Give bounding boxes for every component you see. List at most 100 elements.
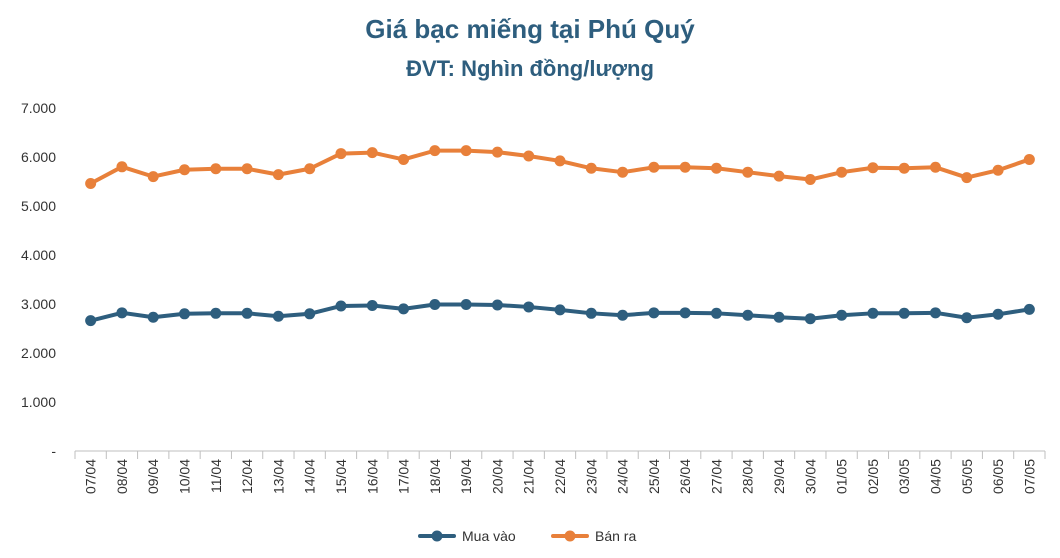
data-point (867, 162, 879, 174)
data-point (147, 311, 159, 323)
data-point (491, 146, 503, 158)
data-point (836, 166, 848, 178)
data-point (929, 307, 941, 319)
data-point (116, 161, 128, 173)
data-point (491, 299, 503, 311)
y-tick-label: - (51, 443, 56, 459)
data-point (116, 307, 128, 319)
data-point (617, 166, 629, 178)
x-tick-label: 29/04 (771, 459, 787, 494)
x-tick-label: 06/05 (990, 459, 1006, 494)
data-point (272, 310, 284, 322)
data-point (710, 307, 722, 319)
x-tick-label: 23/04 (583, 459, 599, 494)
data-point (836, 309, 848, 321)
x-tick-label: 01/05 (834, 459, 850, 494)
x-tick-label: 07/04 (83, 459, 99, 494)
x-tick-label: 12/04 (239, 459, 255, 494)
data-point (742, 309, 754, 321)
x-tick-label: 17/04 (396, 459, 412, 494)
legend: Mua vào Bán ra (418, 528, 636, 544)
x-tick-label: 10/04 (177, 459, 193, 494)
x-tick-label: 27/04 (708, 459, 724, 494)
x-tick-label: 22/04 (552, 459, 568, 494)
series-group (85, 145, 1035, 327)
data-point (1023, 303, 1035, 315)
data-point (304, 308, 316, 320)
legend-marker-0 (431, 530, 443, 542)
data-point (210, 163, 222, 175)
data-point (179, 164, 191, 176)
x-tick-label: 18/04 (427, 459, 443, 494)
axes: - 1.000 2.000 3.000 4.000 5.000 6.000 7.000 07/0… (21, 100, 1046, 494)
data-point (585, 162, 597, 174)
data-point (804, 313, 816, 325)
data-point (272, 169, 284, 181)
x-tick-label: 30/04 (802, 459, 818, 494)
data-point (898, 162, 910, 174)
data-point (523, 150, 535, 162)
x-tick-label: 16/04 (364, 459, 380, 494)
data-point (147, 171, 159, 183)
x-tick-label: 05/05 (959, 459, 975, 494)
data-point (710, 162, 722, 174)
data-point (335, 300, 347, 312)
x-tick-label: 02/05 (865, 459, 881, 494)
x-tick-label: 11/04 (208, 459, 224, 493)
data-point (679, 307, 691, 319)
x-tick-label: 14/04 (302, 459, 318, 494)
data-point (241, 163, 253, 175)
x-tick-label: 03/05 (896, 459, 912, 494)
data-point (961, 172, 973, 184)
data-point (585, 307, 597, 319)
data-point (554, 155, 566, 167)
x-tick-label: 15/04 (333, 459, 349, 494)
legend-label-1: Bán ra (595, 528, 636, 544)
data-point (179, 308, 191, 320)
data-point (898, 307, 910, 319)
y-tick-label: 5.000 (21, 198, 56, 214)
data-point (523, 301, 535, 313)
y-tick-label: 4.000 (21, 247, 56, 263)
data-point (304, 163, 316, 175)
y-tick-label: 1.000 (21, 394, 56, 410)
data-point (867, 307, 879, 319)
x-tick-label: 04/05 (927, 459, 943, 494)
data-point (992, 164, 1004, 176)
x-tick-label: 08/04 (114, 459, 130, 494)
data-point (460, 298, 472, 310)
data-point (617, 309, 629, 321)
data-point (992, 308, 1004, 320)
data-point (961, 312, 973, 324)
chart-subtitle: ĐVT: Nghìn đồng/lượng (406, 56, 654, 81)
data-point (804, 174, 816, 186)
x-tick-label: 24/04 (615, 459, 631, 494)
data-point (429, 298, 441, 310)
x-tick-label: 20/04 (489, 459, 505, 494)
x-tick-label: 25/04 (646, 459, 662, 494)
data-point (398, 303, 410, 315)
data-point (929, 161, 941, 173)
x-tick-label: 28/04 (740, 459, 756, 494)
data-point (773, 170, 785, 182)
data-point (366, 147, 378, 159)
data-point (679, 161, 691, 173)
data-point (773, 311, 785, 323)
x-tick-label: 26/04 (677, 459, 693, 494)
data-point (335, 148, 347, 160)
data-point (241, 307, 253, 319)
y-tick-label: 2.000 (21, 345, 56, 361)
data-point (429, 145, 441, 157)
data-point (85, 177, 97, 189)
data-point (1023, 153, 1035, 165)
x-tick-label: 09/04 (145, 459, 161, 494)
data-point (554, 304, 566, 316)
chart-title: Giá bạc miếng tại Phú Quý (365, 14, 695, 44)
data-point (460, 145, 472, 157)
x-tick-label: 13/04 (270, 459, 286, 494)
data-point (648, 307, 660, 319)
x-tick-label: 21/04 (521, 459, 537, 494)
data-point (85, 315, 97, 327)
data-point (398, 153, 410, 165)
